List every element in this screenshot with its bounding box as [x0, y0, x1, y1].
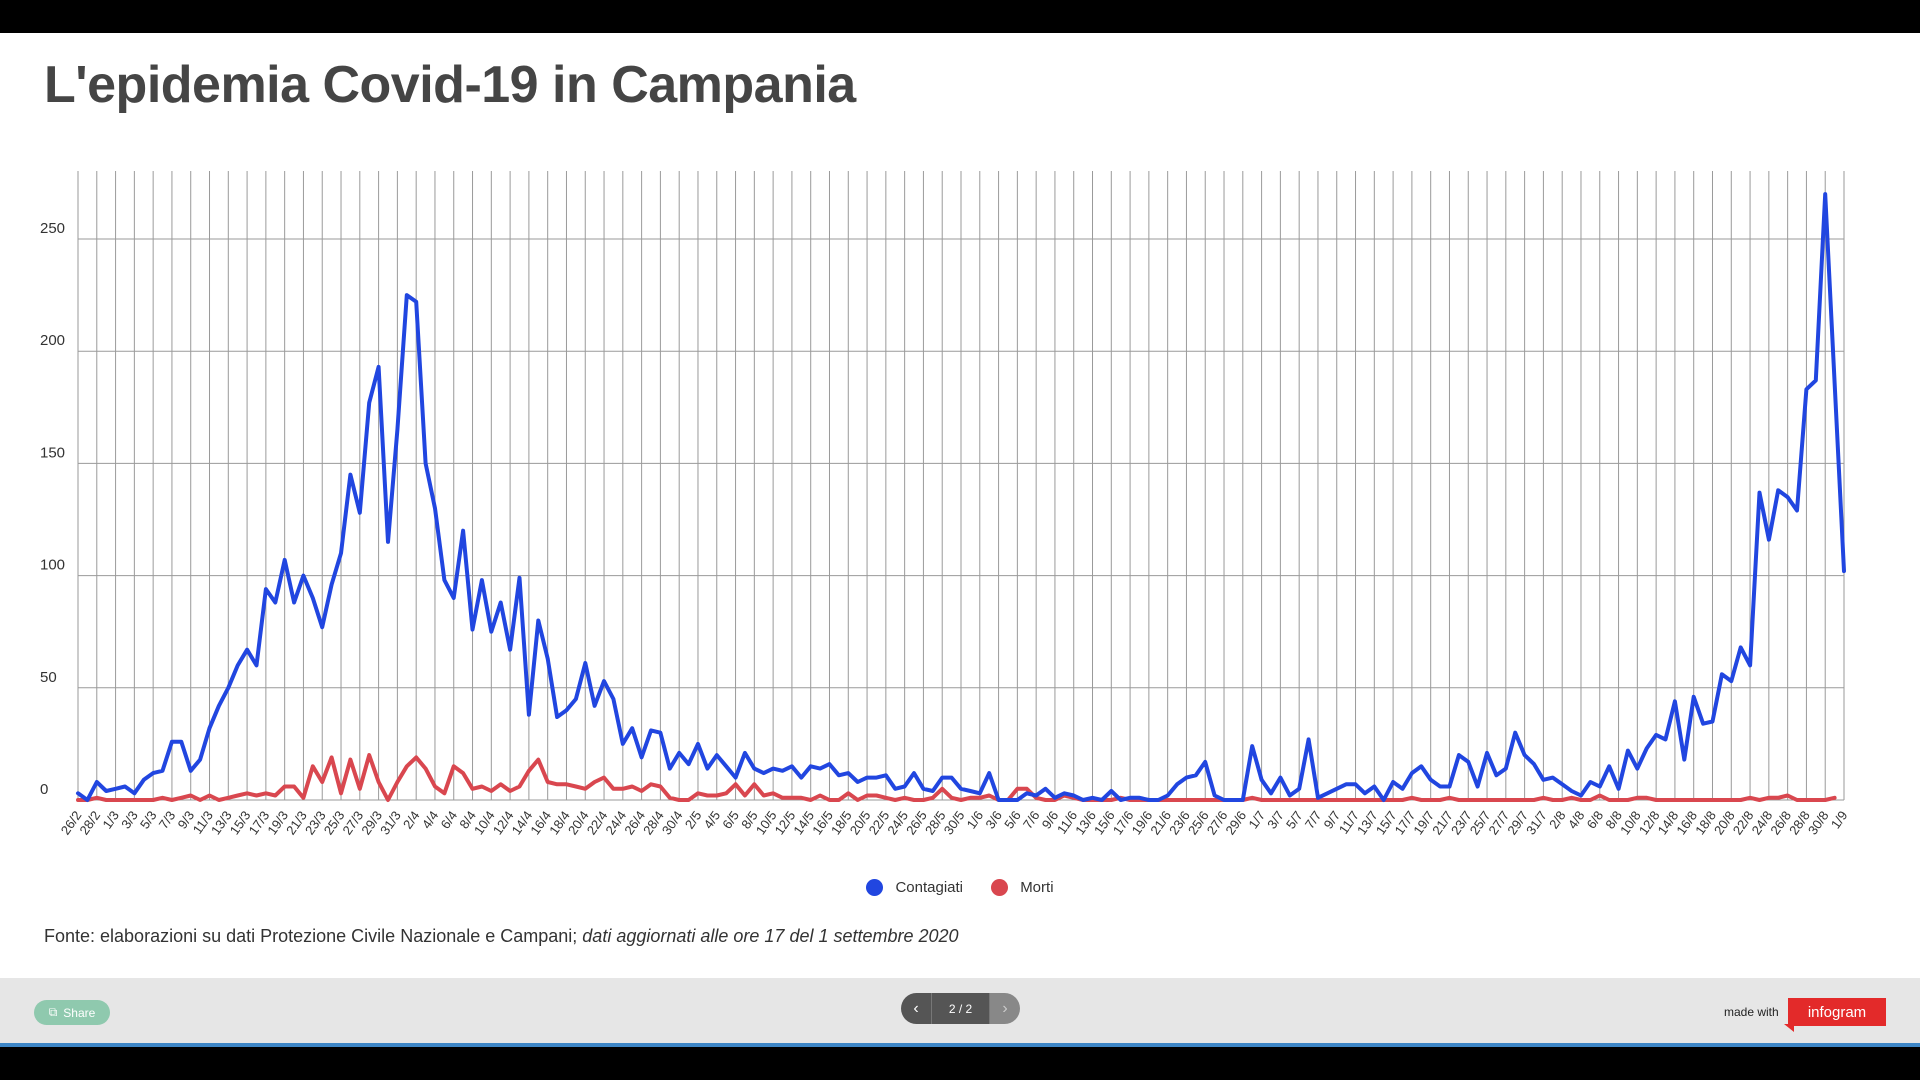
share-button[interactable]: ⧉ Share	[34, 1000, 110, 1025]
y-tick-label: 100	[40, 557, 65, 574]
logo-tail	[1784, 1024, 1794, 1032]
x-tick-label: 7/7	[1302, 808, 1325, 831]
line-chart: 0 50 100 150 200 250 26/228/21/33/35/37/39/31…	[40, 171, 1851, 837]
x-tick-label: 2/8	[1546, 808, 1569, 831]
x-tick-label: 4/5	[701, 808, 724, 831]
y-tick-label: 250	[40, 220, 65, 237]
x-tick-label: 3/6	[982, 808, 1005, 831]
x-tick-label: 7/6	[1020, 808, 1043, 831]
x-tick-label: 6/8	[1584, 808, 1607, 831]
series-lines	[76, 192, 1846, 802]
x-tick-label: 7/3	[156, 808, 179, 831]
x-tick-label: 4/8	[1565, 808, 1588, 831]
x-tick-label: 2/4	[400, 808, 423, 831]
legend-label: Morti	[1020, 879, 1054, 896]
pager: ‹ 2 / 2 ›	[901, 993, 1020, 1024]
x-tick-label: 1/9	[1828, 808, 1851, 831]
y-tick-label: 0	[40, 781, 48, 798]
chart-card: L'epidemia Covid-19 in Campania 0 50 100 15…	[0, 33, 1920, 978]
x-tick-label: 4/4	[419, 808, 442, 831]
x-tick-label: 2/5	[682, 808, 705, 831]
series-line-contagiati	[76, 192, 1846, 802]
y-axis-labels: 0 50 100 150 200 250	[40, 220, 65, 798]
x-tick-label: 6/5	[719, 808, 742, 831]
x-tick-label: 3/3	[118, 808, 141, 831]
source-text: Fonte: elaborazioni su dati Protezione C…	[44, 926, 583, 946]
next-page-button[interactable]: ›	[990, 993, 1020, 1024]
legend-item-morti[interactable]: Morti	[991, 879, 1054, 896]
y-tick-label: 200	[40, 332, 65, 349]
series-line-morti	[76, 753, 1837, 802]
x-axis-labels: 26/228/21/33/35/37/39/311/313/315/317/31…	[58, 808, 1851, 837]
legend-item-contagiati[interactable]: Contagiati	[866, 879, 963, 896]
grid	[77, 171, 1845, 801]
y-tick-label: 50	[40, 669, 57, 686]
x-tick-label: 5/3	[137, 808, 160, 831]
chevron-right-icon: ›	[1002, 999, 1008, 1017]
x-tick-label: 5/6	[1001, 808, 1024, 831]
x-tick-label: 1/6	[964, 808, 987, 831]
x-tick-label: 5/7	[1283, 808, 1306, 831]
prev-page-button[interactable]: ‹	[901, 993, 931, 1024]
x-tick-label: 3/7	[1264, 808, 1287, 831]
x-tick-label: 1/3	[99, 808, 122, 831]
page-indicator: 2 / 2	[931, 993, 990, 1024]
share-icon: ⧉	[48, 1005, 58, 1019]
made-with-label: made with	[1724, 1005, 1779, 1019]
chevron-left-icon: ‹	[913, 999, 919, 1017]
source-note: Fonte: elaborazioni su dati Protezione C…	[44, 926, 959, 947]
y-tick-label: 150	[40, 444, 65, 461]
footer-bar: ⧉ Share ‹ 2 / 2 › made with infogram	[0, 978, 1920, 1043]
footer-accent-line	[0, 1043, 1920, 1047]
legend-dot-icon	[866, 879, 884, 896]
x-tick-label: 6/4	[438, 808, 461, 831]
legend-dot-icon	[991, 879, 1009, 896]
legend: Contagiati Morti	[0, 879, 1920, 900]
infogram-logo[interactable]: infogram	[1788, 998, 1886, 1026]
source-update-text: dati aggiornati alle ore 17 del 1 settem…	[582, 926, 959, 946]
legend-label: Contagiati	[895, 879, 964, 896]
share-label: Share	[63, 1005, 96, 1020]
page-title: L'epidemia Covid-19 in Campania	[44, 56, 856, 114]
x-tick-label: 1/7	[1245, 808, 1268, 831]
